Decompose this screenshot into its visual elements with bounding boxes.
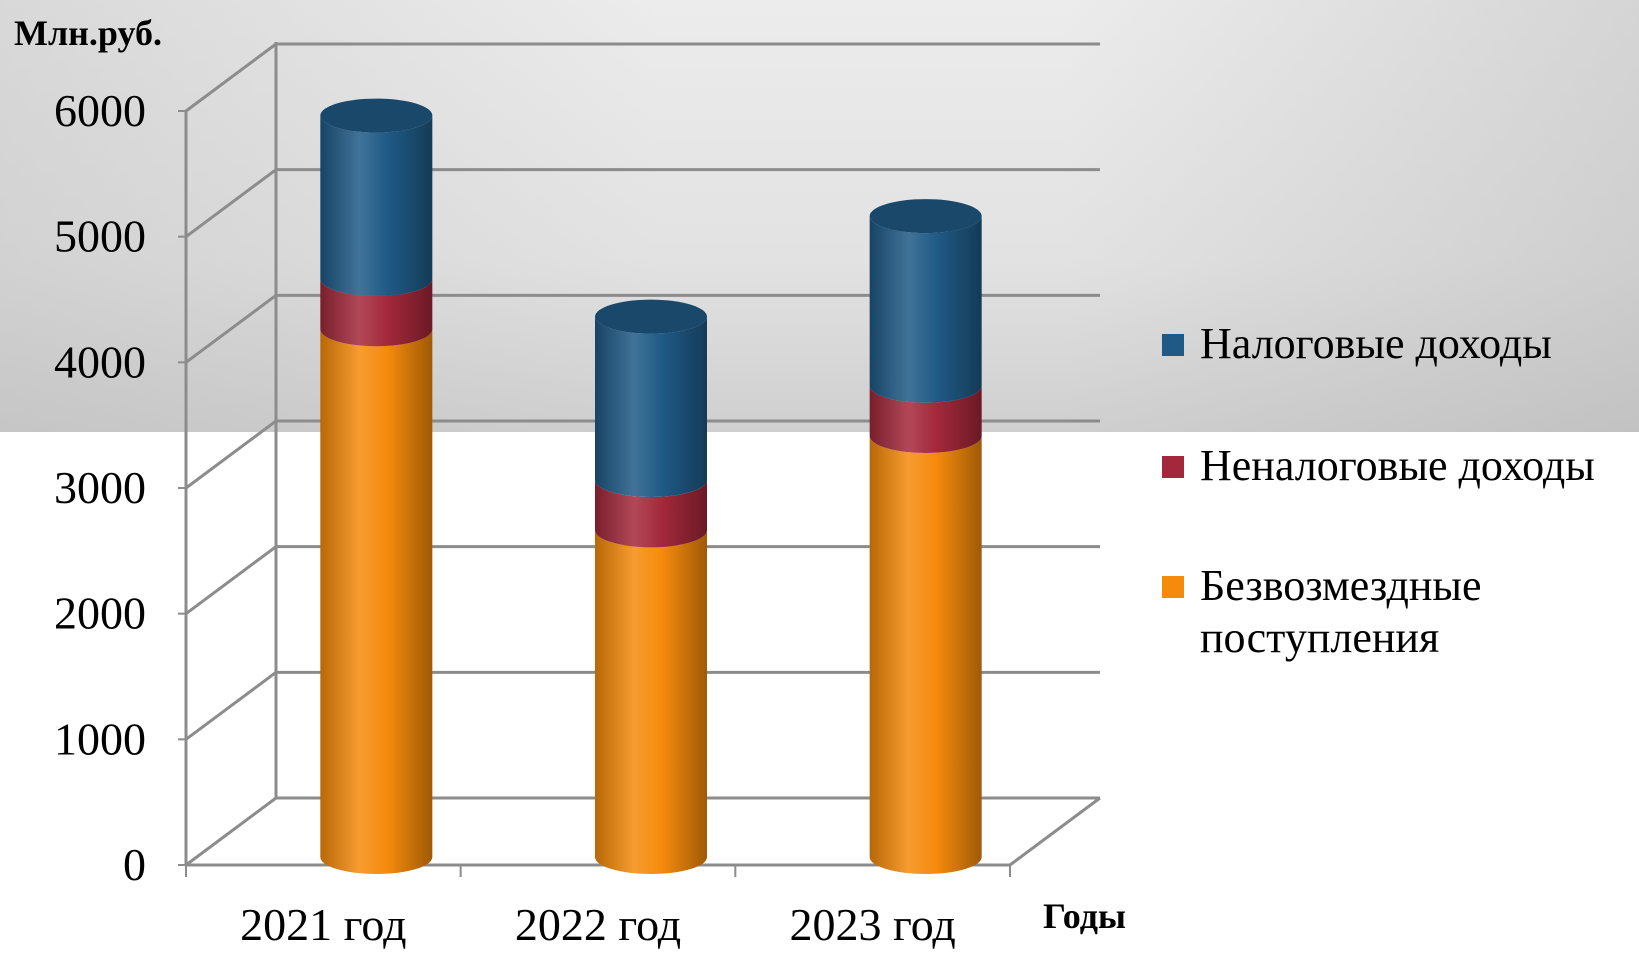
y-tick-label: 0 (123, 839, 146, 890)
floor-edge (1009, 796, 1101, 867)
bar-stack (595, 299, 707, 874)
chart-bars (320, 98, 982, 874)
legend-swatch (1162, 334, 1184, 356)
header-gradient-shade (0, 0, 1639, 432)
x-axis-title: Годы (1043, 896, 1126, 936)
legend-swatch (1162, 456, 1184, 478)
bar-cap (320, 98, 433, 133)
bar-segment (869, 216, 982, 403)
bar-cap (595, 299, 707, 334)
y-tick-label: 5000 (54, 211, 146, 262)
legend-label: Неналоговые доходы (1200, 441, 1595, 490)
gridline-side (185, 545, 277, 615)
bar-segment (869, 436, 982, 874)
gridline-side (185, 419, 277, 490)
bar-stack (869, 199, 982, 874)
bar-segment (320, 329, 433, 874)
gridline-side (185, 671, 277, 741)
bar-segment (595, 480, 707, 548)
y-tick-label: 2000 (54, 588, 146, 639)
y-tick-label: 1000 (54, 713, 146, 764)
bar-segment (869, 385, 982, 454)
gridline-side (185, 42, 277, 113)
bar-cap (869, 199, 982, 234)
y-axis-title: Млн.руб. (14, 13, 162, 53)
legend-label: Налоговые доходы (1200, 319, 1552, 368)
y-tick-label: 4000 (54, 336, 146, 387)
bar-segment (320, 115, 433, 296)
gridline-side (185, 796, 277, 867)
bar-segment (595, 530, 707, 874)
bar-segment (320, 278, 433, 347)
x-tick-label: 2021 год (240, 899, 406, 950)
x-tick-label: 2023 год (790, 899, 956, 950)
gridline-side (185, 168, 277, 238)
bar-stack (320, 98, 433, 874)
gridline-side (185, 294, 277, 364)
header-gradient-band (0, 0, 1639, 432)
chart-labels: 0 1000 2000 3000 4000 5000 6000 2021 год 2022 го… (14, 13, 1126, 950)
y-tick-label: 6000 (54, 85, 146, 136)
x-tick-label: 2022 год (515, 899, 681, 950)
y-tick-label: 3000 (54, 462, 146, 513)
legend-label: Безвозмездные поступления (1200, 561, 1482, 662)
bar-segment (595, 316, 707, 497)
legend-swatch (1162, 576, 1184, 598)
